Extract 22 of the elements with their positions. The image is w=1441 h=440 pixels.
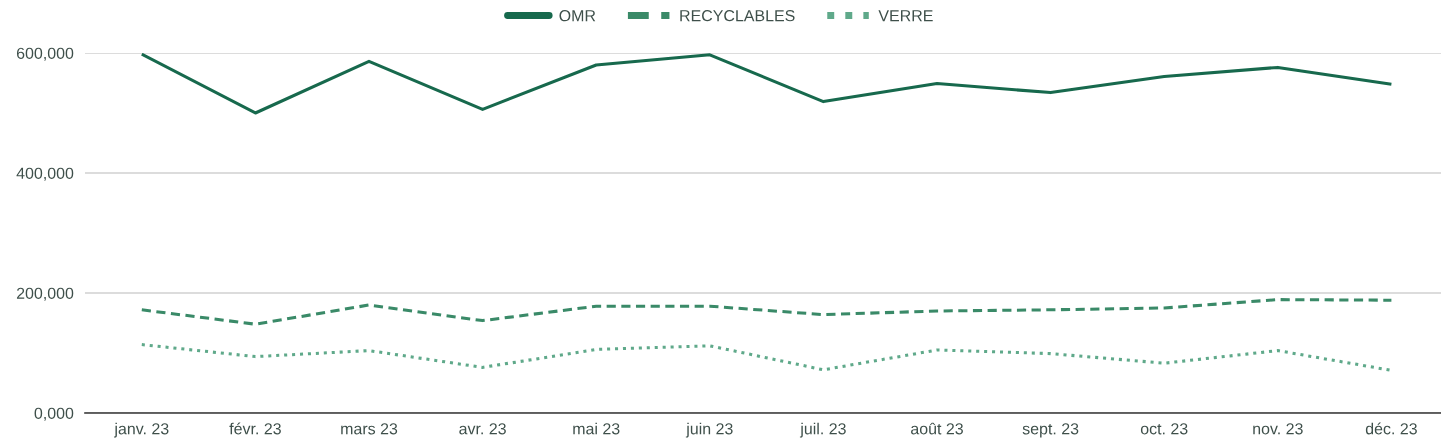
x-tick-label: juin 23 bbox=[685, 422, 733, 438]
y-tick-label: 600,000 bbox=[16, 47, 74, 61]
x-tick-label: nov. 23 bbox=[1253, 423, 1303, 435]
y-tick-label: 0,000 bbox=[34, 407, 74, 421]
x-tick-label: avr. 23 bbox=[459, 423, 506, 435]
legend-label: VERRE bbox=[878, 10, 933, 22]
legend-label: RECYCLABLES bbox=[680, 10, 795, 22]
line-series bbox=[140, 343, 1393, 372]
x-tick-label: déc. 23 bbox=[1365, 422, 1417, 435]
line-series bbox=[140, 298, 1393, 326]
line-series bbox=[140, 53, 1393, 115]
y-tick-label: 400,000 bbox=[16, 167, 74, 181]
x-tick-label: janv. 23 bbox=[114, 422, 169, 438]
x-tick-label: mars 23 bbox=[341, 423, 398, 435]
x-tick-label: juil. 23 bbox=[799, 422, 846, 438]
x-tick-label: oct. 23 bbox=[1140, 423, 1188, 435]
x-tick-label: août 23 bbox=[911, 422, 963, 435]
x-tick-label: mai 23 bbox=[573, 422, 620, 435]
x-tick-label: sept. 23 bbox=[1022, 423, 1079, 438]
legend-label: OMR bbox=[559, 10, 596, 22]
y-tick-label: 200,000 bbox=[16, 287, 74, 301]
x-tick-label: févr. 23 bbox=[229, 422, 281, 435]
